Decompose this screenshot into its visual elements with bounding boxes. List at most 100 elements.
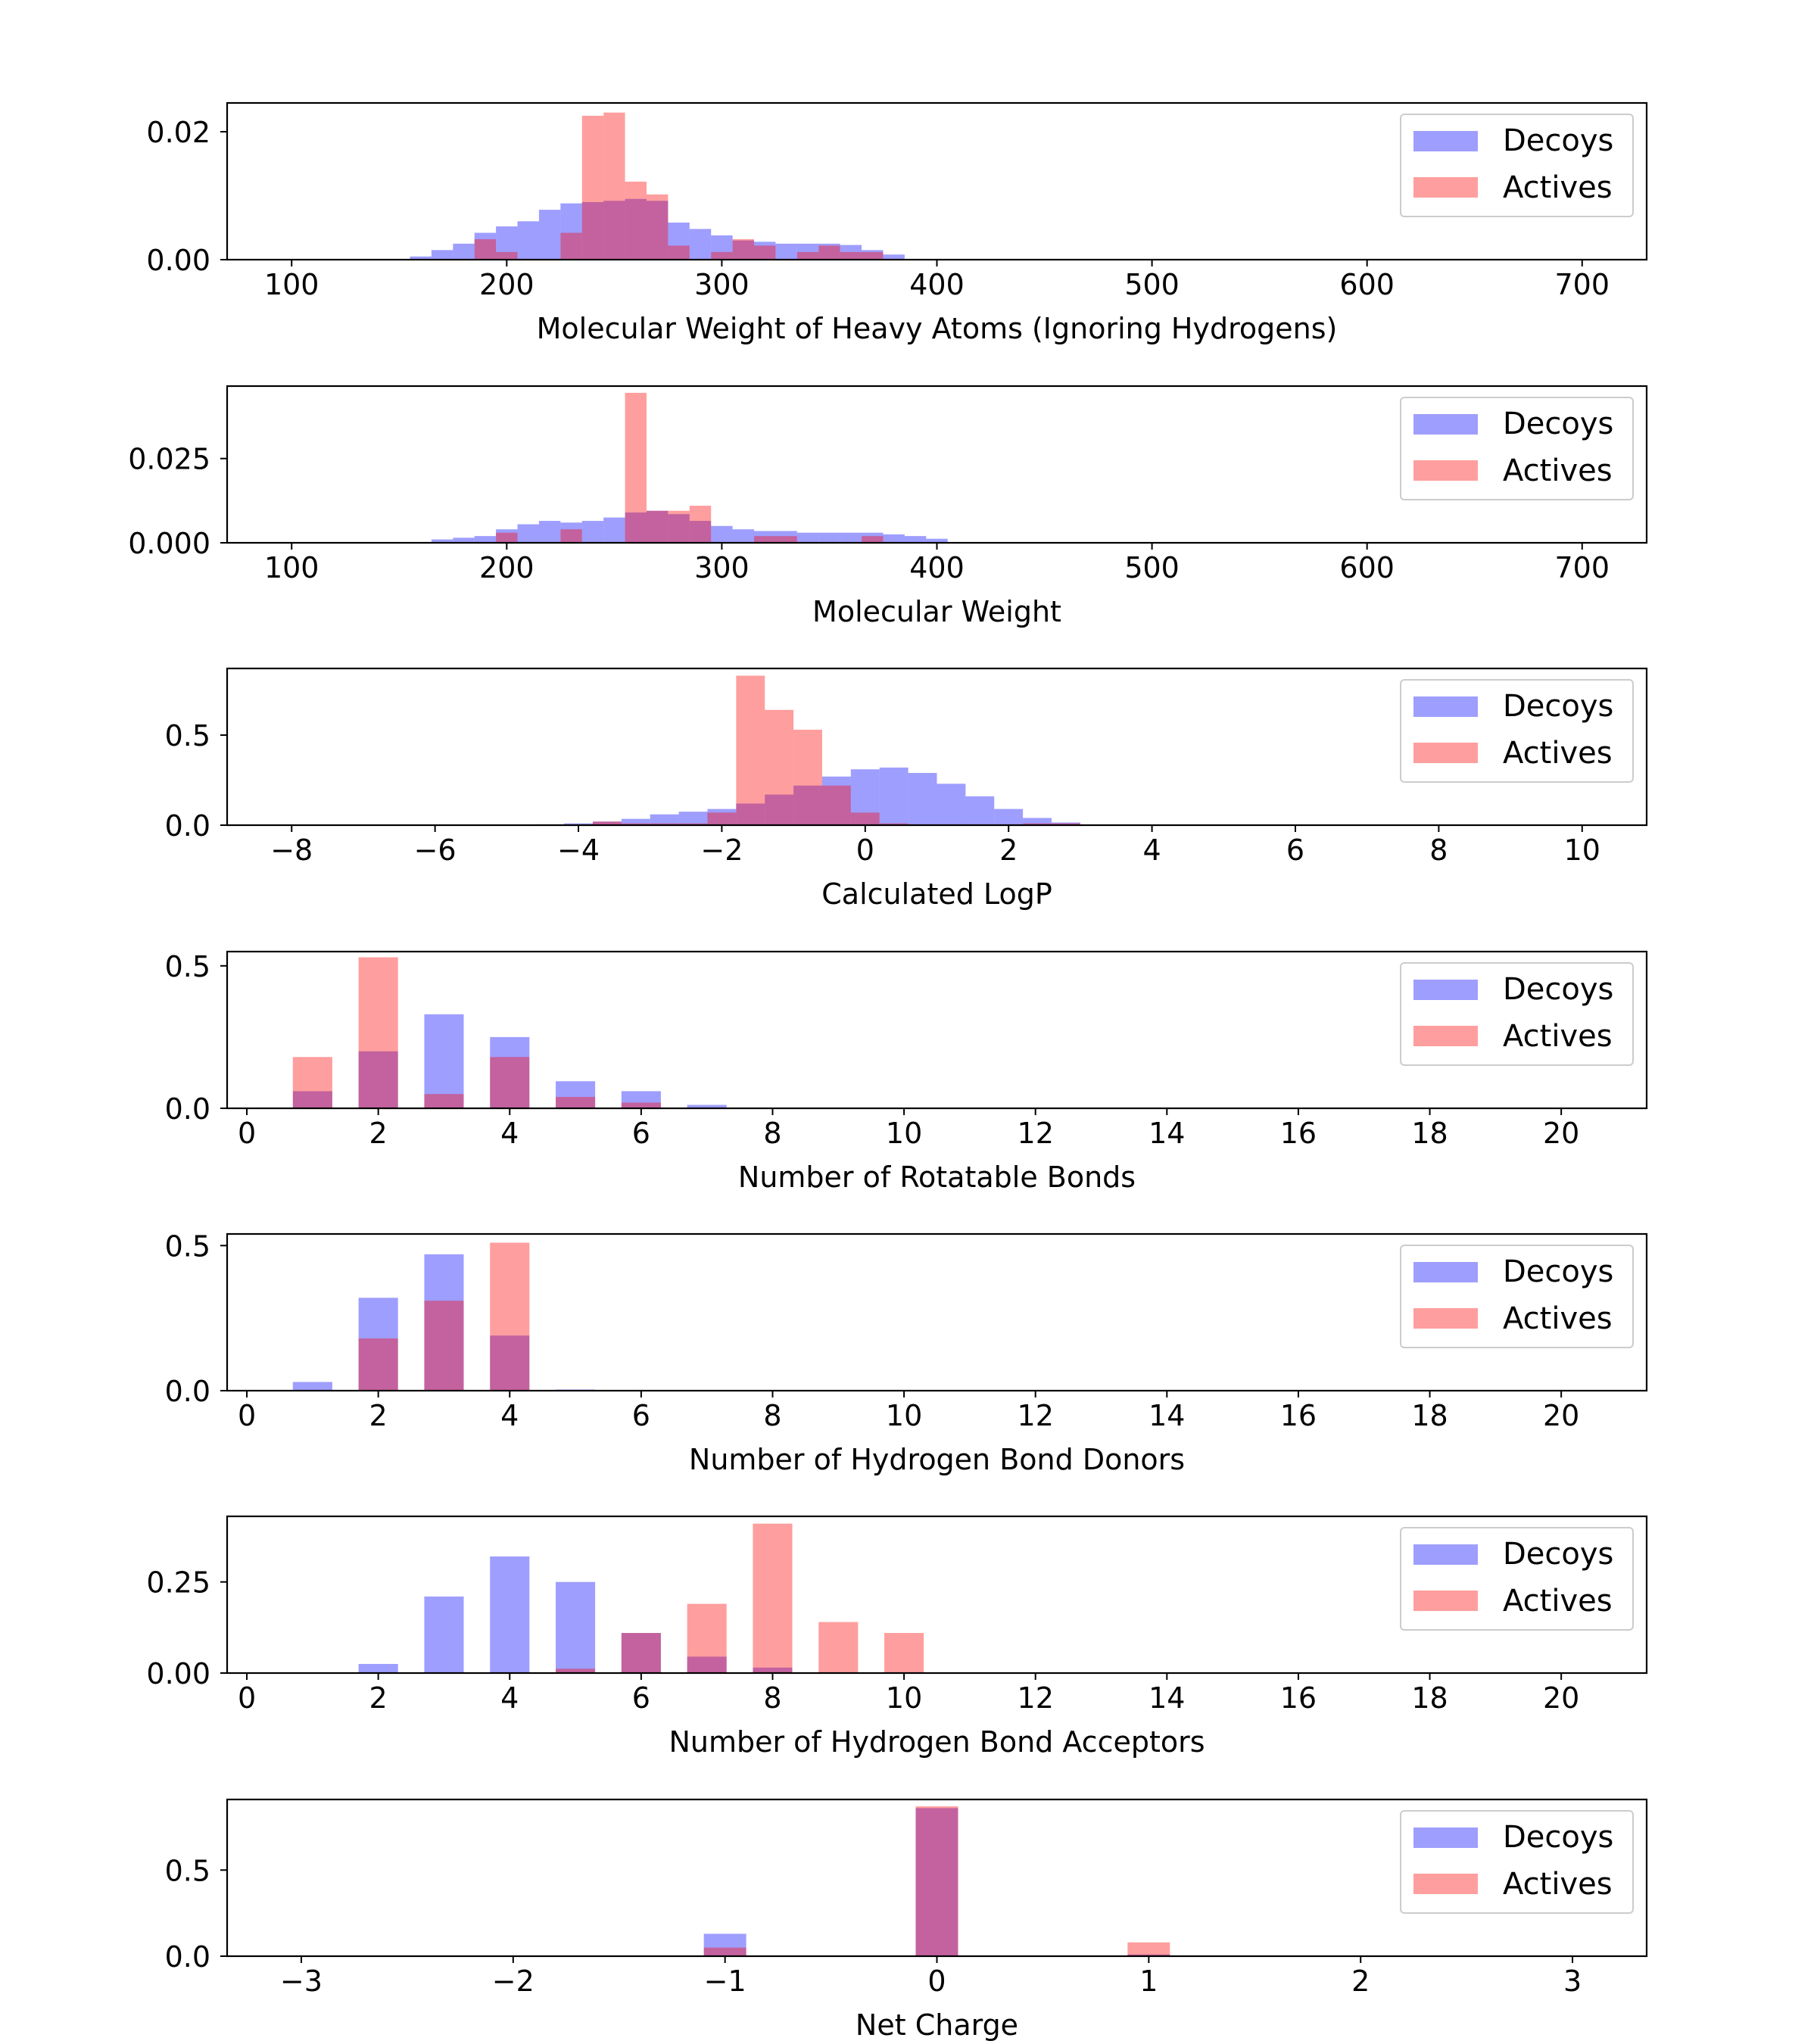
legend: Decoys Actives [1400,1245,1634,1348]
legend-actives-swatch [1413,1308,1478,1329]
histogram-bar [621,1633,661,1673]
x-tick-label: 700 [1555,268,1610,301]
histogram-bar [453,243,475,260]
x-tick-label: 4 [500,1681,519,1715]
legend-decoys-label: Decoys [1503,689,1613,724]
x-tick-label: −3 [280,1965,323,1998]
histogram-bar [1052,823,1080,825]
histogram-bar [753,1523,793,1673]
y-tick-label: 0.5 [165,1229,210,1263]
histogram-bar [732,238,755,260]
y-tick-label: 0.025 [128,443,210,476]
histogram-bar [564,823,593,825]
histogram-bar [775,536,797,543]
histogram-bar [621,823,650,825]
histogram-bar [603,112,625,260]
histogram-bar [1127,1942,1170,1956]
actives-series [496,392,884,543]
histogram-bar [496,532,518,543]
histogram-panel-6: 0 2 4 6 8 10 12 14 16 18 20 0.00 0.25 Number of Hydro… [146,1515,1648,1759]
histogram-bar [358,1338,398,1391]
histogram-bar [711,235,733,260]
histogram-bar [862,251,884,260]
histogram-bar [646,510,669,543]
histogram-bar [538,210,561,260]
x-tick-label: 400 [909,551,965,584]
histogram-bar [678,812,708,825]
y-tick-label: 0.25 [146,1566,210,1600]
histogram-bar [937,784,966,825]
histogram-bar [926,538,948,543]
legend-decoys-label: Decoys [1503,123,1613,158]
x-tick-label: 16 [1280,1399,1317,1432]
legend-actives-label: Actives [1503,1019,1613,1054]
histogram-bar [424,1596,464,1673]
legend-actives-swatch [1413,1874,1478,1894]
histogram-bar [650,814,679,825]
histogram-bar [818,1622,859,1673]
decoys-series [292,1254,596,1391]
histogram-bar [621,1633,661,1673]
histogram-bar [517,524,539,543]
histogram-bar [821,785,851,825]
histogram-bar [821,776,851,825]
histogram-bar [711,525,733,543]
histogram-bar [358,957,398,1108]
histogram-bar [592,821,622,825]
legend-frame [1400,1245,1634,1348]
histogram-bar [904,536,927,543]
histogram-bar [556,1081,596,1108]
x-tick-label: 600 [1339,268,1395,301]
legend-frame [1400,1810,1634,1914]
x-tick-label: 12 [1018,1117,1054,1150]
x-tick-label: 200 [479,551,535,584]
y-tick-label: 0.0 [165,1092,210,1126]
legend-decoys-label: Decoys [1503,972,1613,1007]
histogram-bar [796,532,819,543]
histogram-bar [818,532,840,543]
histogram-bar [703,1947,746,1956]
histogram-bar [915,1808,958,1956]
legend-decoys-swatch [1413,696,1478,717]
x-tick-label: 4 [500,1117,519,1150]
x-tick-label: 18 [1411,1399,1448,1432]
legend-frame [1400,962,1634,1066]
histogram-bar [793,729,822,825]
histogram-bar [621,1102,661,1108]
legend-actives-label: Actives [1503,1867,1613,1902]
histogram-bar [765,794,794,825]
histogram-bar [754,245,776,260]
histogram-bar [581,115,604,260]
histogram-bar [646,510,669,543]
histogram-bar [474,232,497,260]
histogram-bar [496,226,518,260]
legend-frame [1400,1527,1634,1631]
histogram-bar [556,1096,596,1108]
axes-frame [226,950,1648,1110]
histogram-bar [625,181,647,260]
x-tick-label: 2 [369,1681,388,1715]
actives-series [592,675,1080,825]
histogram-bar [687,1105,727,1108]
legend-actives-swatch [1413,1591,1478,1611]
histogram-bar [840,245,862,260]
x-tick-label: 600 [1339,551,1395,584]
x-tick-label: 0 [238,1681,256,1715]
histogram-bar [581,521,604,543]
legend-actives-swatch [1413,743,1478,763]
x-tick-label: 0 [238,1399,256,1432]
y-tick-label: 0.0 [165,1375,210,1408]
y-tick-label: 0.5 [165,719,210,752]
histogram-bar [678,823,708,825]
histogram-bar [689,521,712,543]
histogram-bar [707,812,737,825]
histogram-bar [490,1335,530,1391]
decoys-series [535,767,1080,825]
legend: Decoys Actives [1400,962,1634,1066]
histogram-bar [1023,823,1052,825]
x-tick-label: −8 [270,833,313,867]
histogram-bar [646,194,669,260]
x-tick-label: 100 [264,551,319,584]
y-tick-label: 0.00 [146,244,210,277]
legend-actives-label: Actives [1503,736,1613,771]
